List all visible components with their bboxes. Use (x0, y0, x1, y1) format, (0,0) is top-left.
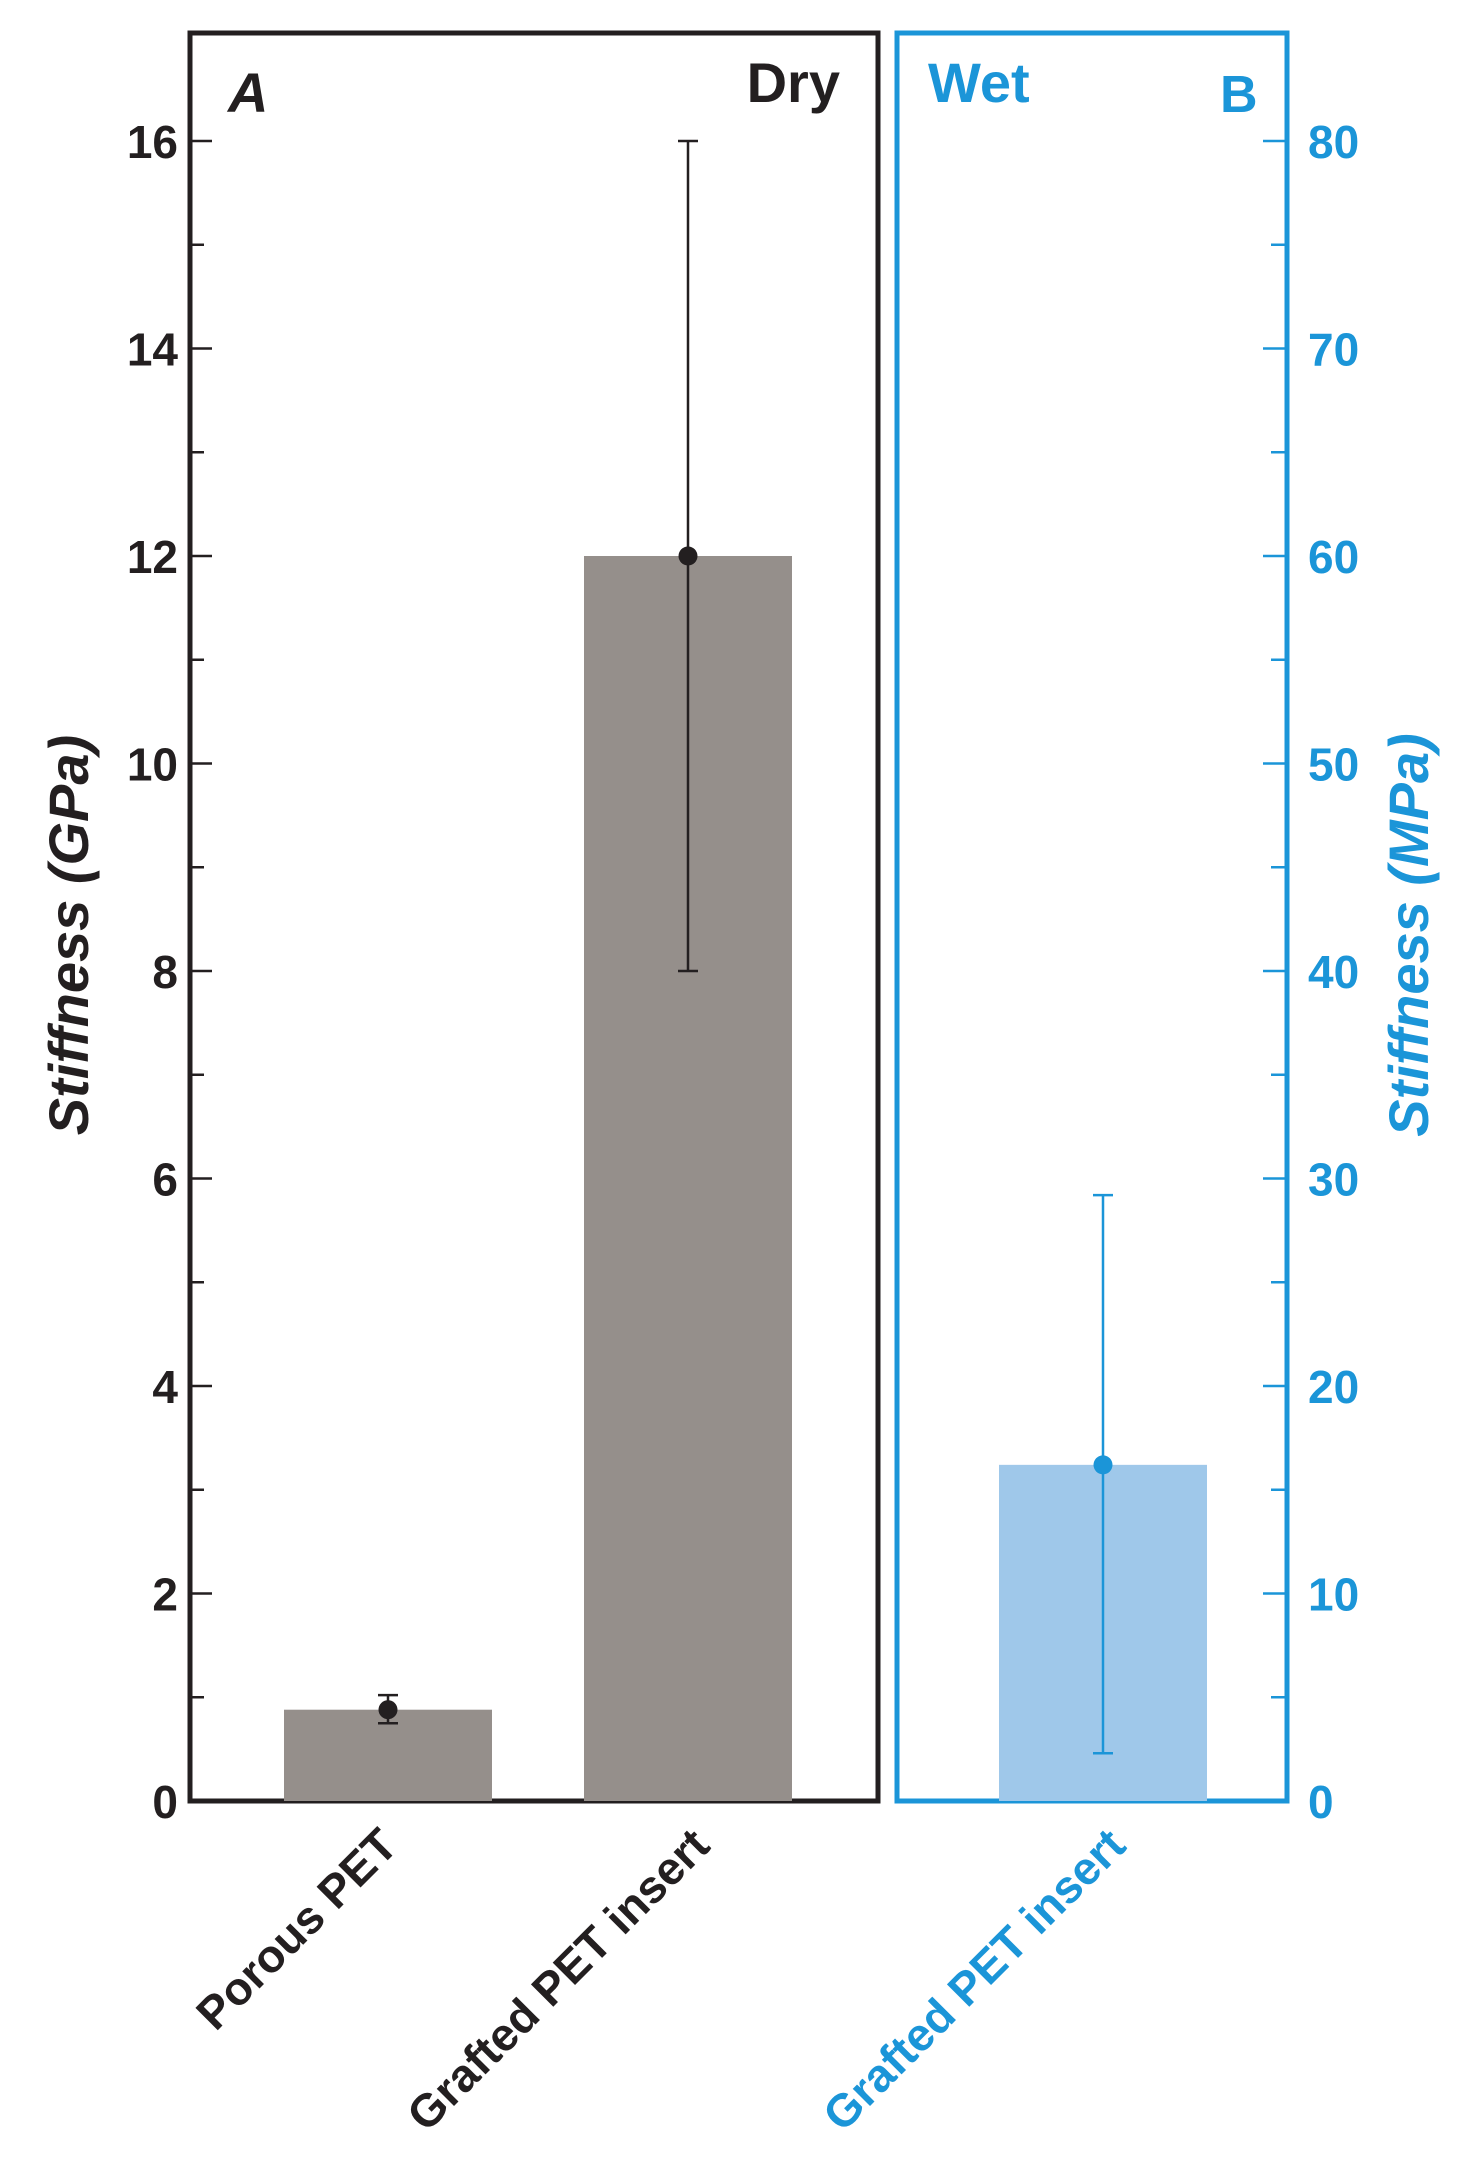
left-axis-tick-label: 10 (127, 739, 178, 791)
right-axis-tick-label: 80 (1308, 116, 1359, 168)
left-axis-tick-label: 12 (127, 531, 178, 583)
panel-a-mean-marker (678, 546, 698, 566)
left-axis-tick-label: 14 (127, 324, 179, 376)
left-axis-tick-label: 16 (127, 116, 178, 168)
left-axis-tick-label: 2 (152, 1569, 178, 1621)
right-axis-tick-label: 60 (1308, 531, 1359, 583)
right-axis-title: Stiffness (MPa) (1377, 733, 1440, 1136)
left-axis-tick-label: 6 (152, 1154, 178, 1206)
left-axis-tick-label: 8 (152, 946, 178, 998)
category-label: Porous PET (186, 1818, 407, 2039)
right-axis-tick-label: 30 (1308, 1154, 1359, 1206)
left-axis-tick-label: 0 (152, 1776, 178, 1828)
panel-b-condition: Wet (928, 51, 1030, 114)
panel-a-frame (187, 30, 881, 1804)
right-axis-tick-label: 50 (1308, 739, 1359, 791)
panel-a-label: A (226, 61, 268, 124)
category-label: Grafted PET insert (397, 1818, 719, 2140)
panel-a-mean-marker (378, 1700, 398, 1720)
right-axis-tick-label: 10 (1308, 1569, 1359, 1621)
left-axis-tick-label: 4 (152, 1361, 178, 1413)
right-axis-tick-label: 20 (1308, 1361, 1359, 1413)
panel-b-label: B (1220, 66, 1258, 124)
right-axis-tick-label: 40 (1308, 946, 1359, 998)
right-axis-tick-label: 0 (1308, 1776, 1334, 1828)
panel-a-condition: Dry (747, 51, 840, 114)
panel-a-bar (284, 1709, 492, 1801)
right-axis-tick-label: 70 (1308, 324, 1359, 376)
left-axis-title: Stiffness (GPa) (37, 735, 100, 1135)
category-label: Grafted PET insert (813, 1818, 1135, 2140)
panel-b-mean-marker (1093, 1455, 1113, 1475)
